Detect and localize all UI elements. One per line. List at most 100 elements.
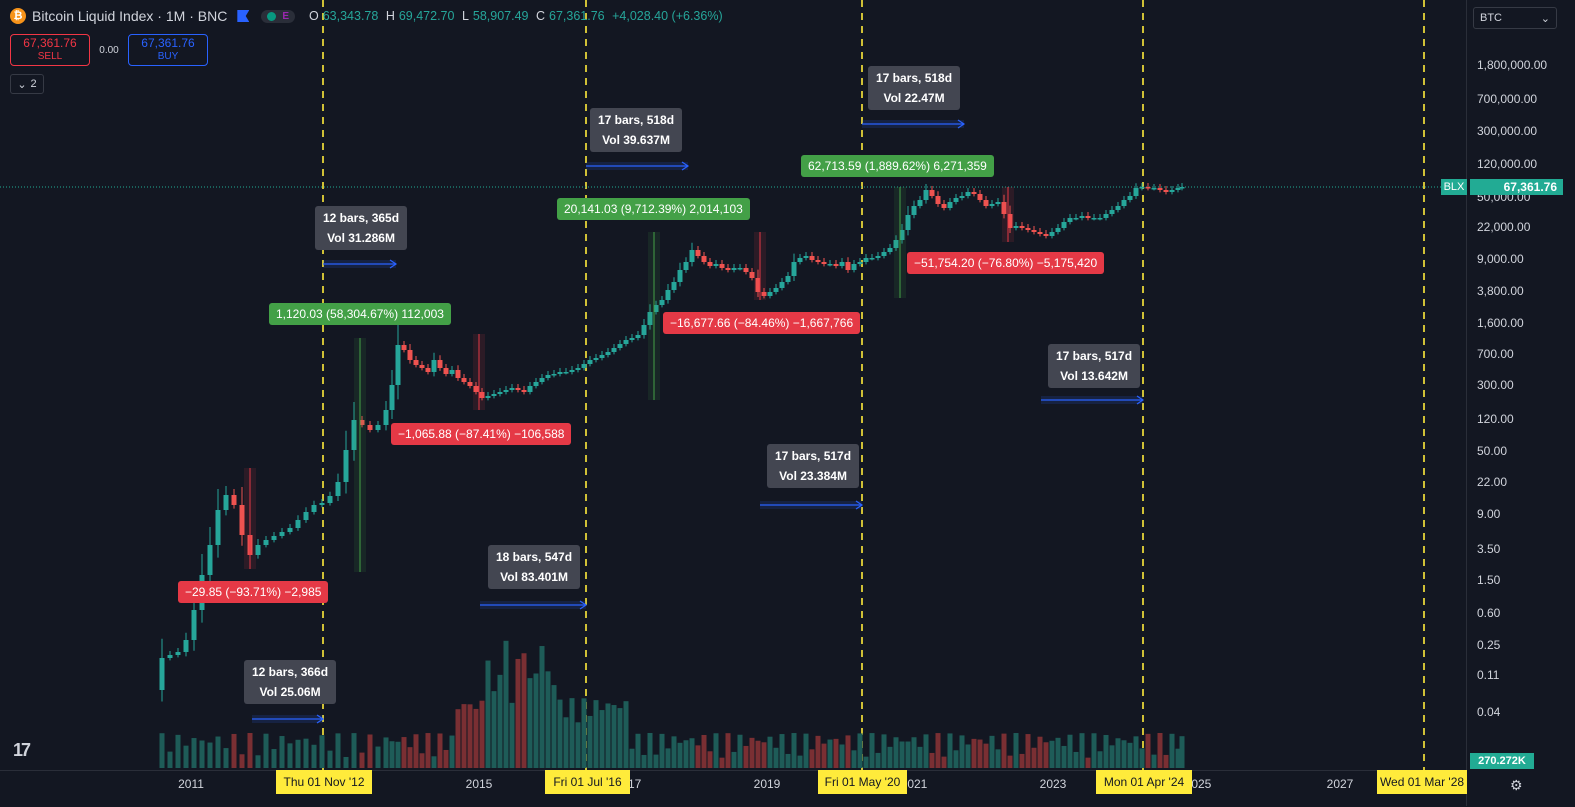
candle-body [881,252,887,256]
candle-body [425,368,431,372]
candle-body [737,268,743,270]
candle-body [1073,218,1079,220]
volume-bar [303,738,309,768]
candle-body [791,262,797,276]
volume-bar [863,756,869,768]
candle-body [977,194,983,200]
currency-select[interactable]: BTC ⌄ [1473,7,1557,29]
range-callout[interactable]: 17 bars, 518d Vol 22.47M [868,66,961,110]
arrow-head-icon [389,259,398,269]
candle-body [467,382,473,386]
earnings-badge: E [282,10,289,22]
candle-body [1025,228,1031,230]
volume-bar [419,753,425,768]
candlestick-chart[interactable] [0,0,1466,770]
candle-body [207,545,213,575]
volume-bar [929,752,935,768]
price-chart-pane[interactable] [0,0,1466,770]
gain-badge[interactable]: 20,141.03 (9,712.39%) 2,014,103 [557,198,750,220]
candle-body [593,358,599,360]
volume-bar [247,733,253,768]
volume-bar [431,756,437,768]
candle-body [521,390,527,392]
price-tick-label: 0.25 [1477,638,1501,652]
gear-icon[interactable]: ⚙ [1510,777,1523,793]
volume-bar [725,733,731,768]
range-callout[interactable]: 17 bars, 518d Vol 39.637M [590,108,683,152]
volume-bar [875,752,881,768]
volume-bar [983,743,989,768]
volume-bar [263,733,269,768]
candle-body [503,390,509,392]
volume-bar [311,744,317,768]
range-callout[interactable]: 12 bars, 365d Vol 31.286M [315,206,408,250]
candle-body [623,340,629,344]
volume-bar [953,750,959,768]
volume-bar [1061,745,1067,768]
candle-body [271,536,277,540]
candle-body [485,396,491,398]
time-tick-label: 2027 [1326,777,1354,791]
volume-bar [947,733,953,768]
time-tick-label: 2015 [465,777,493,791]
volume-bar [159,733,165,768]
sell-button[interactable]: 67,361.76 SELL [10,34,90,66]
bitcoin-icon: ₿ [10,8,26,24]
range-callout[interactable]: 17 bars, 517d Vol 23.384M [767,444,860,488]
volume-bar [271,749,277,768]
drawdown-badge[interactable]: −51,754.20 (−76.80%) −5,175,420 [907,252,1105,274]
symbol-title[interactable]: Bitcoin Liquid Index · 1M · BNC [32,8,228,24]
candle-body [797,258,803,262]
tradingview-logo[interactable]: 17 [13,740,31,760]
volume-bar [479,700,485,768]
candle-body [263,540,269,545]
arrow-head-icon [957,119,966,129]
volume-bar [319,735,325,768]
range-callout[interactable]: 12 bars, 366d Vol 25.06M [244,660,337,704]
candle-body [827,264,833,266]
volume-bar [707,751,713,768]
candle-body [319,503,325,505]
volume-bar [1109,745,1115,768]
volume-bar [389,741,395,768]
candle-body [1151,188,1157,190]
volume-bar [635,733,641,768]
open-value: 63,343.78 [322,9,379,23]
candle-body [743,268,749,272]
gain-badge[interactable]: 1,120.03 (58,304.67%) 112,003 [269,303,451,325]
volume-bar [923,734,929,768]
volume-bar [791,733,797,768]
candle-body [713,264,719,266]
market-status-pill[interactable]: E [261,9,295,23]
candle-body [617,344,623,348]
volume-bar [911,737,917,768]
volume-bar [839,744,845,768]
volume-bar [581,698,587,768]
gain-badge[interactable]: 62,713.59 (1,889.62%) 6,271,359 [801,155,994,177]
time-axis[interactable] [0,770,1466,807]
candle-body [1085,216,1091,218]
price-axis[interactable] [1466,0,1575,806]
volume-bar [1037,736,1043,768]
volume-bar [1157,733,1163,768]
volume-bar [623,701,629,768]
candle-body [569,370,575,372]
range-callout[interactable]: 17 bars, 517d Vol 13.642M [1048,344,1141,388]
candle-body [1079,216,1085,218]
volume-bar [1001,733,1007,768]
candle-body [443,368,449,374]
range-callout[interactable]: 18 bars, 547d Vol 83.401M [488,545,581,589]
buy-button[interactable]: 67,361.76 BUY [128,34,208,66]
drawdown-badge[interactable]: −16,677.66 (−84.46%) −1,667,766 [663,312,861,334]
volume-bar [677,742,683,768]
cycle-date-highlight: Mon 01 Apr '24 [1096,770,1192,794]
candle-body [677,270,683,282]
indicators-collapse-button[interactable]: ⌄ 2 [10,74,44,94]
candle-body [449,370,455,374]
flag-icon[interactable] [237,10,250,22]
arrow-head-icon [855,500,864,510]
drawdown-badge[interactable]: −1,065.88 (−87.41%) −106,588 [391,423,572,445]
candle-body [1139,187,1145,189]
drawdown-badge[interactable]: −29.85 (−93.71%) −2,985 [178,581,329,603]
candle-body [515,388,521,390]
